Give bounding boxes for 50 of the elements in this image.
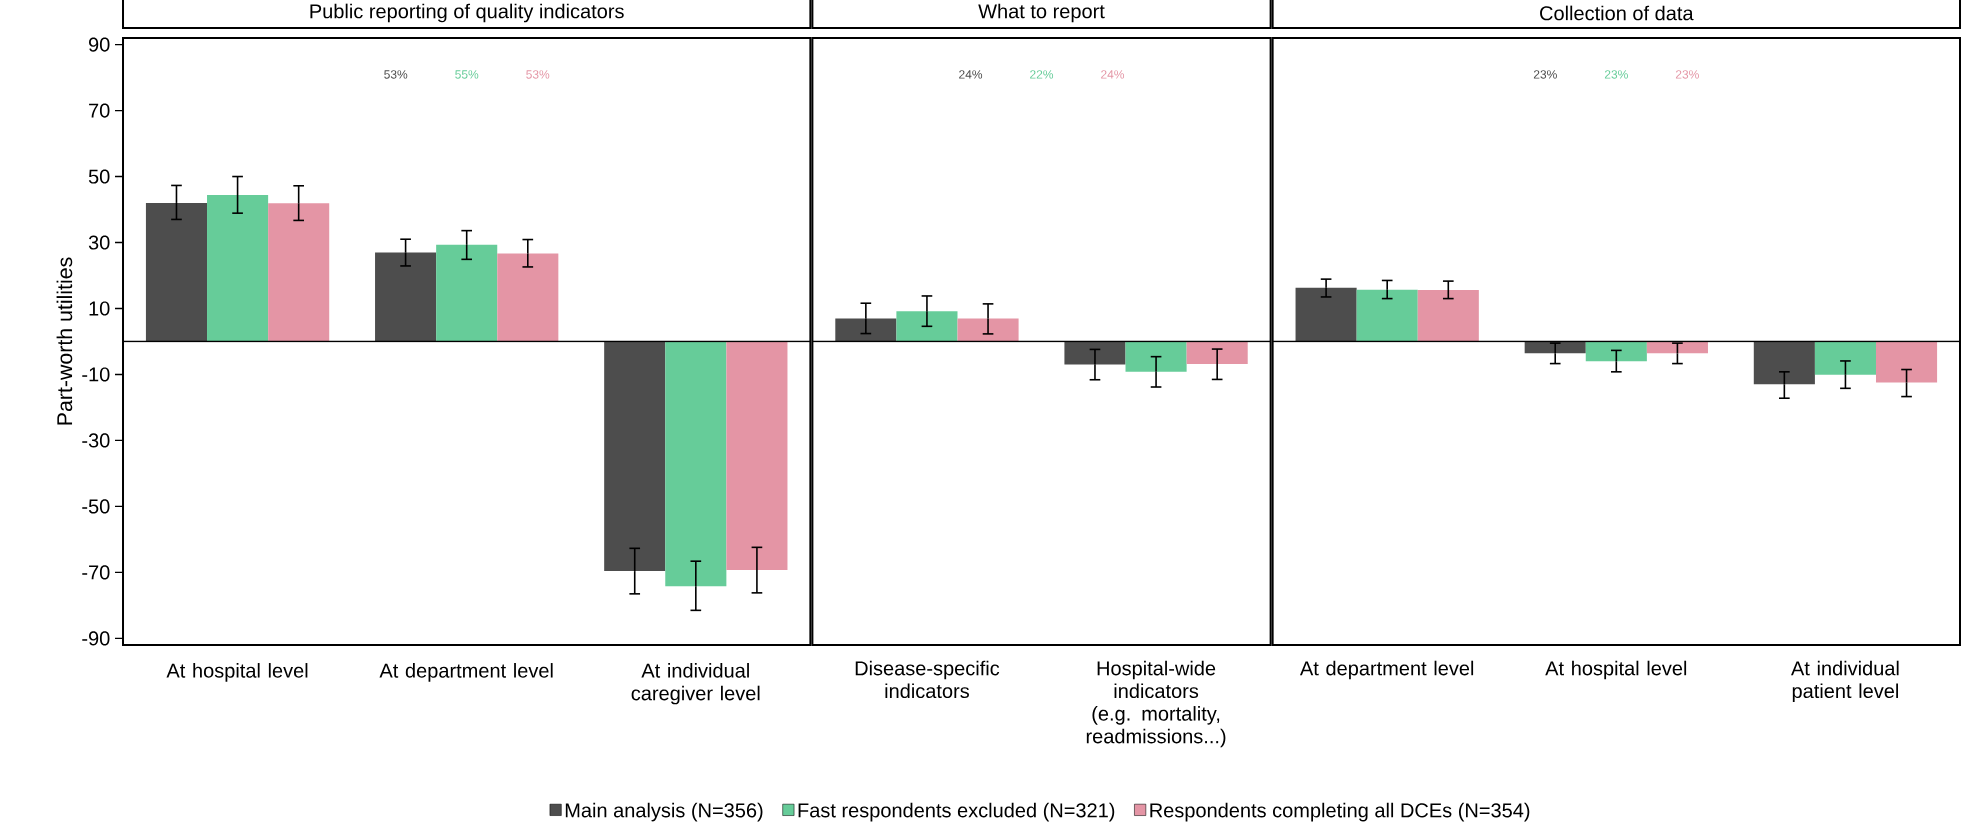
- bar: [375, 252, 437, 342]
- y-tick-label: -70: [82, 565, 110, 580]
- y-axis-title: Part-worth utilities: [56, 257, 73, 425]
- y-tick-label: 90: [89, 37, 110, 52]
- y-tick-label: 30: [88, 235, 110, 250]
- y-tick-label: -90: [82, 631, 110, 646]
- x-tick-label: At hospital level: [166, 663, 308, 682]
- bar: [665, 341, 727, 587]
- annotation: 23%: [1675, 70, 1699, 79]
- y-tick-label: 70: [89, 103, 110, 118]
- y-tick-label: -50: [82, 499, 110, 514]
- x-tick-label: Disease-specific indicators: [855, 660, 1000, 699]
- bar: [1417, 290, 1479, 342]
- x-tick-label: At hospital level: [1545, 660, 1687, 680]
- annotation: 53%: [384, 70, 408, 79]
- bar: [604, 341, 666, 572]
- bar: [207, 195, 269, 342]
- chart-title: Public reporting of quality indicators: [310, 3, 624, 23]
- annotation: 23%: [1604, 70, 1628, 79]
- bar: [1753, 341, 1815, 385]
- bar: [1875, 341, 1938, 383]
- legend-label: Fast respondents excluded (N=321): [798, 802, 1115, 822]
- x-tick-label: At individual caregiver level: [631, 663, 760, 705]
- x-tick-label: At department level: [379, 663, 553, 682]
- x-tick-label: At department level: [1299, 660, 1474, 680]
- bar: [1356, 289, 1418, 342]
- bar: [1585, 341, 1647, 362]
- annotation: 53%: [526, 70, 550, 79]
- y-tick-label: 50: [88, 169, 110, 184]
- legend-label: Respondents completing all DCEs (N=354): [1150, 802, 1530, 822]
- annotation: 23%: [1533, 70, 1557, 79]
- bar: [726, 341, 788, 571]
- y-tick-label: -30: [82, 433, 110, 448]
- chart-title: Collection of data: [1540, 5, 1694, 21]
- bar: [145, 202, 208, 342]
- annotation: 55%: [455, 70, 479, 79]
- bar: [268, 203, 330, 342]
- y-tick-label: -10: [82, 367, 110, 382]
- bar: [1295, 287, 1357, 342]
- annotation: 22%: [1030, 70, 1054, 79]
- bar: [436, 244, 498, 342]
- bar: [497, 253, 559, 342]
- legend-label: Main analysis (N=356): [565, 802, 763, 822]
- x-tick-label: Hospital-wide indicators (e.g. mortality, readmissions...): [1086, 660, 1226, 748]
- y-tick-label: 10: [89, 301, 110, 316]
- annotation: 24%: [959, 70, 983, 79]
- annotation: 24%: [1101, 70, 1125, 79]
- x-tick-label: At individual patient level: [1791, 660, 1899, 703]
- chart-title: What to report: [978, 3, 1105, 23]
- bar: [1814, 341, 1876, 375]
